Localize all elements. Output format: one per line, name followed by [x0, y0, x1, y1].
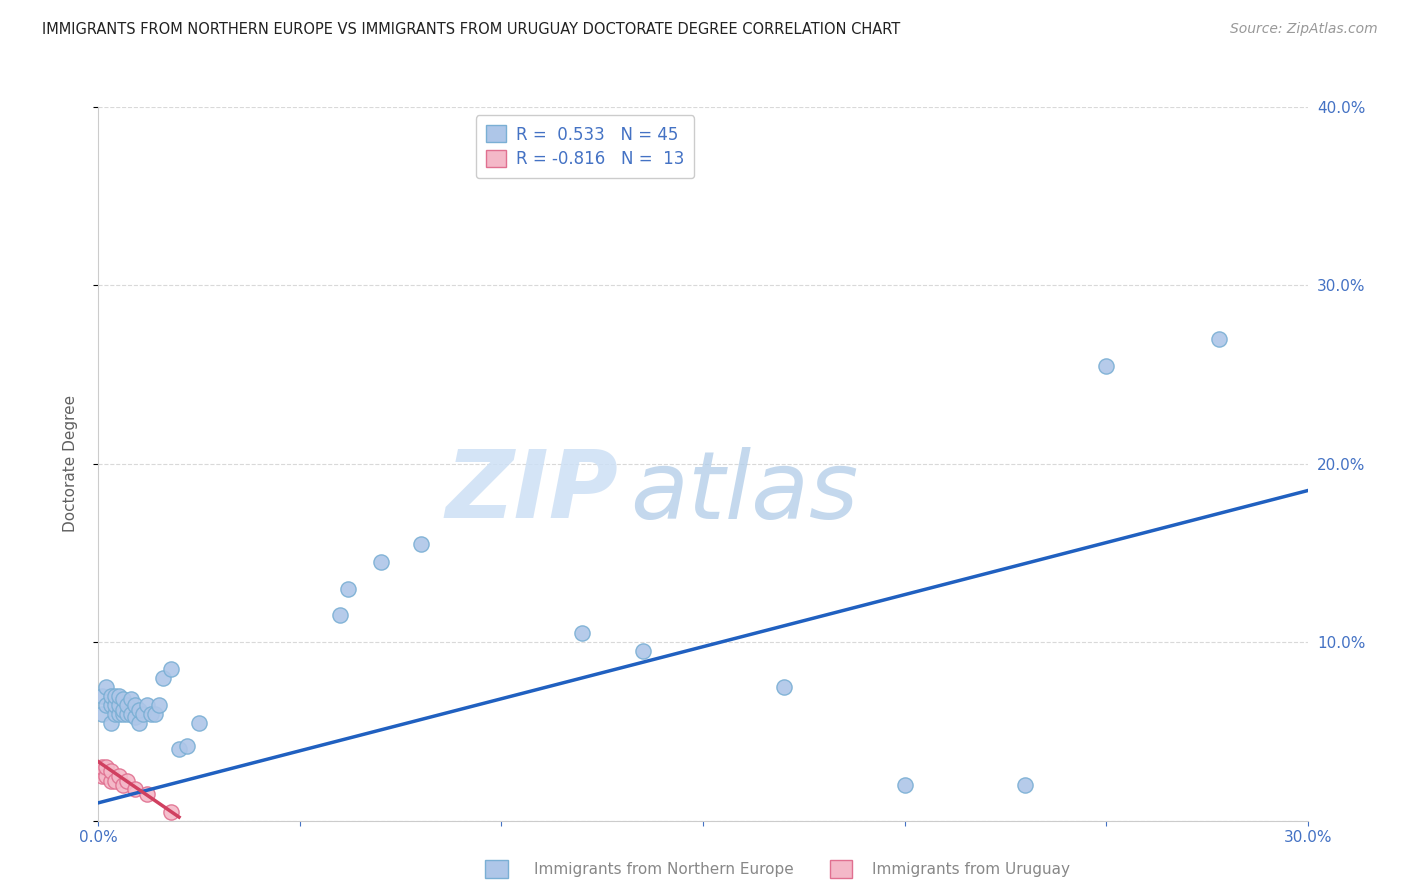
- Point: [1095, 359, 1118, 373]
- Legend: R =  0.533   N = 45, R = -0.816   N =  13: R = 0.533 N = 45, R = -0.816 N = 13: [475, 115, 695, 178]
- Point: [111, 778, 134, 792]
- Point: [91, 689, 114, 703]
- Point: [893, 778, 915, 792]
- Point: [100, 689, 122, 703]
- Point: [96, 698, 118, 712]
- Point: [148, 698, 170, 712]
- Point: [107, 698, 129, 712]
- Point: [111, 703, 134, 717]
- Point: [115, 706, 138, 721]
- Point: [772, 680, 794, 694]
- Point: [111, 692, 134, 706]
- Text: IMMIGRANTS FROM NORTHERN EUROPE VS IMMIGRANTS FROM URUGUAY DOCTORATE DEGREE CORR: IMMIGRANTS FROM NORTHERN EUROPE VS IMMIG…: [42, 22, 900, 37]
- Point: [100, 715, 122, 730]
- Point: [370, 555, 392, 569]
- Text: Source: ZipAtlas.com: Source: ZipAtlas.com: [1230, 22, 1378, 37]
- Point: [103, 689, 125, 703]
- Point: [152, 671, 174, 685]
- Point: [120, 706, 142, 721]
- Point: [107, 689, 129, 703]
- Point: [167, 742, 190, 756]
- Point: [91, 769, 114, 783]
- Point: [409, 537, 432, 551]
- Y-axis label: Doctorate Degree: Doctorate Degree: [63, 395, 77, 533]
- Point: [120, 692, 142, 706]
- Point: [128, 715, 150, 730]
- Point: [1014, 778, 1036, 792]
- Point: [103, 774, 125, 789]
- Point: [1208, 332, 1230, 346]
- Text: Immigrants from Uruguay: Immigrants from Uruguay: [872, 863, 1070, 877]
- Point: [139, 706, 162, 721]
- Point: [124, 710, 146, 724]
- Point: [103, 706, 125, 721]
- Point: [115, 698, 138, 712]
- Point: [91, 760, 114, 774]
- Point: [100, 698, 122, 712]
- Point: [124, 781, 146, 796]
- Point: [337, 582, 360, 596]
- Point: [100, 764, 122, 778]
- Text: atlas: atlas: [630, 447, 859, 538]
- Point: [329, 608, 352, 623]
- Point: [135, 698, 157, 712]
- Point: [115, 774, 138, 789]
- Text: ZIP: ZIP: [446, 446, 619, 539]
- Point: [96, 769, 118, 783]
- Point: [100, 774, 122, 789]
- Point: [160, 662, 183, 676]
- Point: [103, 698, 125, 712]
- Point: [135, 787, 157, 801]
- Point: [128, 703, 150, 717]
- Point: [124, 698, 146, 712]
- Point: [143, 706, 166, 721]
- Point: [132, 706, 155, 721]
- Text: Immigrants from Northern Europe: Immigrants from Northern Europe: [534, 863, 794, 877]
- Point: [188, 715, 211, 730]
- Point: [176, 739, 198, 753]
- Point: [96, 680, 118, 694]
- Point: [107, 769, 129, 783]
- Point: [111, 706, 134, 721]
- Point: [631, 644, 654, 658]
- Point: [107, 706, 129, 721]
- Point: [96, 760, 118, 774]
- Point: [571, 626, 593, 640]
- Point: [160, 805, 183, 819]
- Point: [91, 706, 114, 721]
